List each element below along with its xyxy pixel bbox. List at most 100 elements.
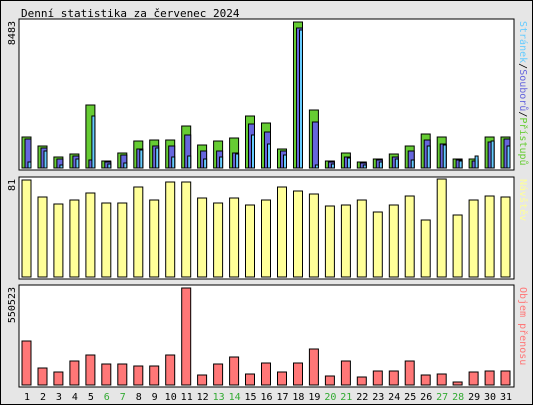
- panel-bottom: 550523 Objem přenosu: [7, 284, 529, 388]
- bar-middle-návštěv-day-5: [85, 192, 96, 278]
- bar-middle-návštěv-day-4: [69, 199, 80, 278]
- panel-top: 8483 Stránek/Souborů/Přístupů: [7, 18, 529, 171]
- bar-top-stránek-day-16: [267, 143, 271, 169]
- bar-middle-návštěv-day-17: [277, 186, 287, 278]
- bar-bottom-objem-přenosu-day-19: [308, 348, 319, 386]
- x-tick-label-day-27: 27: [436, 392, 448, 403]
- bar-bottom-objem-přenosu-day-7: [117, 363, 128, 386]
- legend-entry: Souborů: [517, 69, 529, 111]
- bar-top-stránek-day-10: [171, 156, 176, 169]
- bar-top-stránek-day-6: [107, 163, 112, 169]
- x-tick-label-day-22: 22: [356, 392, 368, 403]
- bar-middle-návštěv-day-2: [37, 196, 48, 278]
- x-tick-label-day-9: 9: [152, 392, 158, 403]
- bar-middle-návštěv-day-13: [213, 202, 224, 278]
- x-tick-label-day-10: 10: [165, 392, 177, 403]
- x-tick-label-day-19: 19: [308, 392, 320, 403]
- panel-middle: 81 Návštěv: [7, 176, 529, 280]
- bar-bottom-objem-přenosu-day-22: [356, 376, 367, 386]
- x-tick-label-day-4: 4: [72, 392, 78, 403]
- panel-middle-legend: Návštěv: [517, 179, 529, 221]
- bar-middle-návštěv-day-28: [452, 214, 463, 278]
- bar-bottom-objem-přenosu-day-2: [37, 367, 48, 386]
- bar-middle-návštěv-day-30: [484, 195, 495, 278]
- legend-entry: Přístupů: [517, 117, 529, 165]
- x-tick-label-day-25: 25: [404, 392, 416, 403]
- x-tick-label-day-15: 15: [244, 392, 256, 403]
- bar-middle-návštěv-day-9: [149, 199, 160, 278]
- x-tick-label-day-13: 13: [213, 392, 225, 403]
- bar-top-stránek-day-12: [203, 158, 208, 169]
- x-tick-label-day-5: 5: [88, 392, 94, 403]
- bar-bottom-objem-přenosu-day-28: [452, 381, 463, 386]
- bar-bottom-objem-přenosu-day-15: [245, 373, 255, 386]
- bar-top-stránek-day-26: [426, 145, 431, 169]
- bar-bottom-objem-přenosu-day-17: [277, 371, 287, 386]
- bar-middle-návštěv-day-1: [21, 179, 32, 278]
- bar-bottom-objem-přenosu-day-3: [53, 371, 64, 386]
- bar-middle-návštěv-day-10: [165, 181, 176, 278]
- bar-top-stránek-day-21: [346, 157, 351, 169]
- bar-bottom-objem-přenosu-day-9: [149, 365, 160, 386]
- bar-top-stránek-day-20: [330, 163, 335, 169]
- bar-top-stránek-day-2: [43, 150, 48, 169]
- bar-middle-návštěv-day-16: [261, 199, 271, 278]
- panel-top-max-label: 8483: [7, 21, 18, 45]
- bar-middle-návštěv-day-31: [500, 196, 511, 278]
- bar-top-stránek-day-17: [283, 154, 287, 169]
- x-tick-label-day-30: 30: [484, 392, 496, 403]
- x-tick-label-day-21: 21: [340, 392, 352, 403]
- x-tick-label-day-7: 7: [120, 392, 126, 403]
- x-tick-label-day-8: 8: [136, 392, 142, 403]
- bar-top-stránek-day-11: [187, 155, 192, 169]
- x-tick-label-day-6: 6: [104, 392, 110, 403]
- bar-top-stránek-day-25: [410, 159, 415, 169]
- x-tick-label-day-23: 23: [372, 392, 384, 403]
- bar-bottom-objem-přenosu-day-31: [500, 370, 511, 386]
- bar-top-stránek-day-4: [75, 158, 80, 169]
- bar-bottom-objem-přenosu-day-18: [293, 362, 303, 386]
- legend-entry: Stránek: [517, 21, 529, 63]
- x-tick-label-day-20: 20: [324, 392, 336, 403]
- x-tick-label-day-26: 26: [420, 392, 432, 403]
- bar-bottom-objem-přenosu-day-5: [85, 354, 96, 386]
- bar-top-stránek-day-23: [378, 161, 383, 169]
- bar-bottom-objem-přenosu-day-1: [21, 340, 32, 386]
- bar-top-stránek-day-28: [458, 160, 463, 169]
- bar-top-stránek-day-30: [490, 140, 495, 169]
- bar-middle-návštěv-day-12: [197, 197, 208, 278]
- bar-middle-návštěv-day-20: [324, 205, 335, 278]
- bar-top-stránek-day-24: [394, 158, 399, 169]
- bar-middle-návštěv-day-25: [404, 195, 415, 278]
- bar-bottom-objem-přenosu-day-4: [69, 360, 80, 386]
- bar-bottom-objem-přenosu-day-14: [229, 356, 240, 386]
- bar-top-stránek-day-14: [235, 153, 240, 169]
- x-tick-label-day-28: 28: [452, 392, 464, 403]
- panel-bottom-legend: Objem přenosu: [517, 287, 529, 365]
- bar-top-stránek-day-15: [251, 134, 255, 169]
- bar-middle-návštěv-day-11: [181, 181, 192, 278]
- x-tick-label-day-2: 2: [40, 392, 46, 403]
- bar-bottom-objem-přenosu-day-24: [388, 370, 399, 386]
- x-tick-label-day-17: 17: [276, 392, 288, 403]
- bar-top-stránek-day-9: [155, 147, 160, 169]
- bar-bottom-objem-přenosu-day-25: [404, 360, 415, 386]
- bar-bottom-objem-přenosu-day-12: [197, 374, 208, 386]
- bar-middle-návštěv-day-21: [340, 204, 351, 278]
- chart-title: Denní statistika za červenec 2024: [21, 7, 240, 20]
- bar-bottom-objem-přenosu-day-16: [261, 362, 271, 386]
- bar-middle-návštěv-day-6: [101, 202, 112, 278]
- x-tick-label-day-11: 11: [181, 392, 193, 403]
- bar-top-stránek-day-7: [123, 162, 128, 169]
- panel-bottom-max-label: 550523: [7, 287, 18, 323]
- legend-entry: Objem přenosu: [517, 287, 529, 365]
- bar-bottom-objem-přenosu-day-6: [101, 363, 112, 386]
- bar-bottom-objem-přenosu-day-11: [181, 287, 192, 386]
- bar-middle-návštěv-day-7: [117, 202, 128, 278]
- bar-bottom-objem-přenosu-day-30: [484, 370, 495, 386]
- bar-middle-návštěv-day-3: [53, 203, 64, 278]
- x-tick-label-day-18: 18: [292, 392, 304, 403]
- bar-bottom-objem-přenosu-day-10: [165, 354, 176, 386]
